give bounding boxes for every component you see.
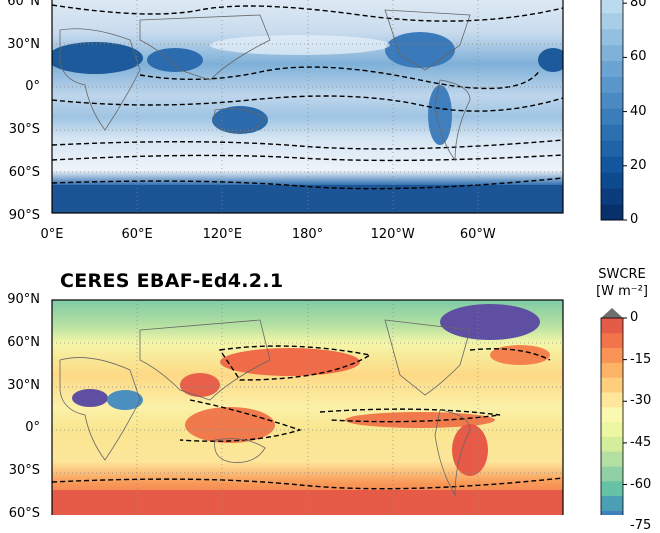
- lat-tick-label: 30°N: [7, 377, 40, 393]
- colorbar-frame: [600, 317, 624, 515]
- colorbar-segment: [601, 124, 623, 141]
- north-pacific-region: [220, 348, 360, 376]
- colorbar-frame: [600, 0, 624, 221]
- bottom-colorbar: [600, 308, 627, 515]
- lat-tick-label: 0°: [25, 79, 40, 95]
- colorbar-segment: [601, 108, 623, 125]
- colorbar-segment: [601, 421, 623, 437]
- colorbar-segment: [601, 140, 623, 157]
- figure-canvas: [51, 0, 627, 515]
- colorbar-segment: [601, 362, 623, 378]
- australia-region: [212, 106, 268, 134]
- lon-tick-label: 60°E: [121, 227, 153, 242]
- colorbar-segment: [601, 495, 623, 511]
- colorbar-label-line2: [W m⁻²]: [596, 284, 648, 299]
- lat-tick-label: 0°: [25, 420, 40, 436]
- colorbar-segment: [601, 332, 623, 349]
- bottom-map-frame: [51, 299, 564, 515]
- bottom-map-field: [52, 300, 563, 515]
- bottom-panel-title: CERES EBAF-Ed4.2.1: [60, 270, 284, 292]
- colorbar-segment: [601, 92, 623, 109]
- colorbar-tick-label: -75: [630, 518, 652, 533]
- colorbar-tick-label: -30: [630, 393, 652, 409]
- colorbar-segment: [601, 12, 623, 30]
- lon-tick-label: 120°W: [370, 227, 415, 242]
- top-colorbar: [600, 0, 627, 221]
- colorbar-segment: [601, 392, 623, 408]
- lat-tick-label: 60°S: [8, 506, 40, 521]
- lat-tick-label: 60°N: [7, 334, 40, 350]
- colorbar-segment: [601, 480, 623, 497]
- lat-tick-label: 30°N: [7, 36, 40, 52]
- colorbar-segment: [601, 436, 623, 452]
- colorbar-segment: [601, 466, 623, 482]
- colorbar-segment: [601, 156, 623, 173]
- colorbar-segment: [601, 451, 623, 467]
- colorbar-tick-label: 0: [630, 212, 639, 227]
- colorbar-segment: [601, 406, 623, 423]
- colorbar-tick-label: 40: [630, 103, 647, 119]
- lon-tick-label: 0°E: [40, 227, 64, 242]
- bottom-colorbar-label: SWCRE [W m⁻²]: [582, 266, 660, 300]
- lat-tick-label: 30°S: [8, 463, 40, 479]
- colorbar-segment: [601, 188, 623, 205]
- colorbar-label-line1: SWCRE: [598, 267, 646, 282]
- colorbar-tick-label: 20: [630, 157, 647, 173]
- top-map-field: [52, 0, 563, 213]
- colorbar-segment: [601, 510, 623, 515]
- colorbar-tick-label: 80: [630, 0, 647, 11]
- colorbar-segment: [601, 204, 623, 221]
- lon-tick-label: 60°W: [459, 227, 496, 242]
- colorbar-tick-label: 60: [630, 49, 647, 65]
- lat-tick-label: 30°S: [8, 122, 40, 138]
- lat-tick-label: 60°S: [8, 165, 40, 180]
- colorbar-tick-label: -60: [630, 476, 652, 492]
- sahara-region: [52, 42, 143, 74]
- colorbar-tick-label: -45: [630, 434, 652, 450]
- colorbar-segment: [601, 76, 623, 93]
- bottom-coastlines: [59, 319, 471, 497]
- colorbar-segment: [601, 347, 623, 363]
- colorbar-segment: [601, 0, 623, 14]
- lat-tick-label: 90°S: [8, 207, 40, 223]
- lat-tick-label: 90°N: [7, 292, 40, 307]
- colorbar-segment: [601, 60, 623, 78]
- colorbar-tick-label: -15: [630, 351, 652, 367]
- antarctica-region: [52, 185, 563, 213]
- colorbar-extend-triangle: [601, 308, 623, 318]
- colorbar-segment: [601, 44, 623, 62]
- greenland-region: [440, 304, 540, 340]
- colorbar-segment: [601, 377, 623, 393]
- lon-tick-label: 120°E: [202, 227, 243, 242]
- colorbar-segment: [601, 318, 623, 334]
- top-map-frame: [51, 0, 564, 214]
- lat-tick-label: 60°N: [7, 0, 40, 9]
- colorbar-segment: [601, 172, 623, 189]
- lon-tick-label: 180°: [291, 227, 324, 242]
- colorbar-tick-label: 0: [630, 310, 639, 325]
- colorbar-segment: [601, 28, 623, 46]
